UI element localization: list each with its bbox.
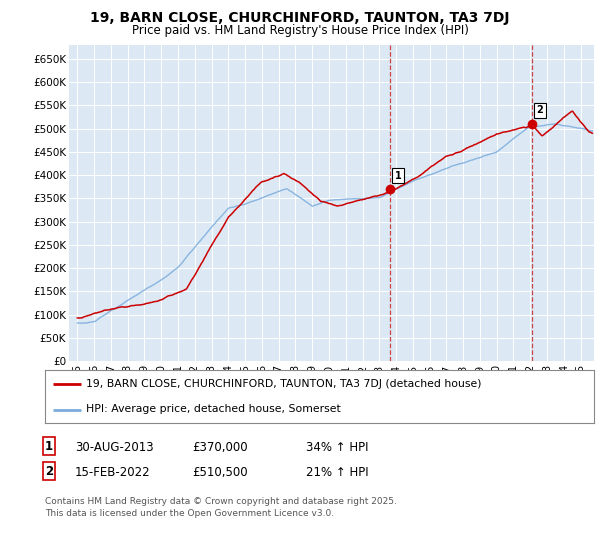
Text: £370,000: £370,000 — [192, 441, 248, 454]
Text: 1: 1 — [395, 171, 401, 181]
Text: 1: 1 — [45, 440, 53, 452]
Text: 19, BARN CLOSE, CHURCHINFORD, TAUNTON, TA3 7DJ: 19, BARN CLOSE, CHURCHINFORD, TAUNTON, T… — [90, 11, 510, 25]
Text: Contains HM Land Registry data © Crown copyright and database right 2025.
This d: Contains HM Land Registry data © Crown c… — [45, 497, 397, 518]
Text: 15-FEB-2022: 15-FEB-2022 — [75, 466, 151, 479]
Text: 34% ↑ HPI: 34% ↑ HPI — [306, 441, 368, 454]
Text: HPI: Average price, detached house, Somerset: HPI: Average price, detached house, Some… — [86, 404, 341, 414]
Text: 21% ↑ HPI: 21% ↑ HPI — [306, 466, 368, 479]
Text: Price paid vs. HM Land Registry's House Price Index (HPI): Price paid vs. HM Land Registry's House … — [131, 24, 469, 36]
Text: 30-AUG-2013: 30-AUG-2013 — [75, 441, 154, 454]
Text: 2: 2 — [536, 105, 544, 115]
Text: 19, BARN CLOSE, CHURCHINFORD, TAUNTON, TA3 7DJ (detached house): 19, BARN CLOSE, CHURCHINFORD, TAUNTON, T… — [86, 380, 482, 390]
Text: £510,500: £510,500 — [192, 466, 248, 479]
Text: 2: 2 — [45, 465, 53, 478]
